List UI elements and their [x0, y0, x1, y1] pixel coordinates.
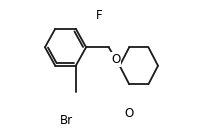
Text: O: O	[125, 107, 134, 119]
Text: O: O	[111, 53, 120, 66]
Text: F: F	[96, 9, 102, 22]
Text: Br: Br	[60, 114, 73, 127]
